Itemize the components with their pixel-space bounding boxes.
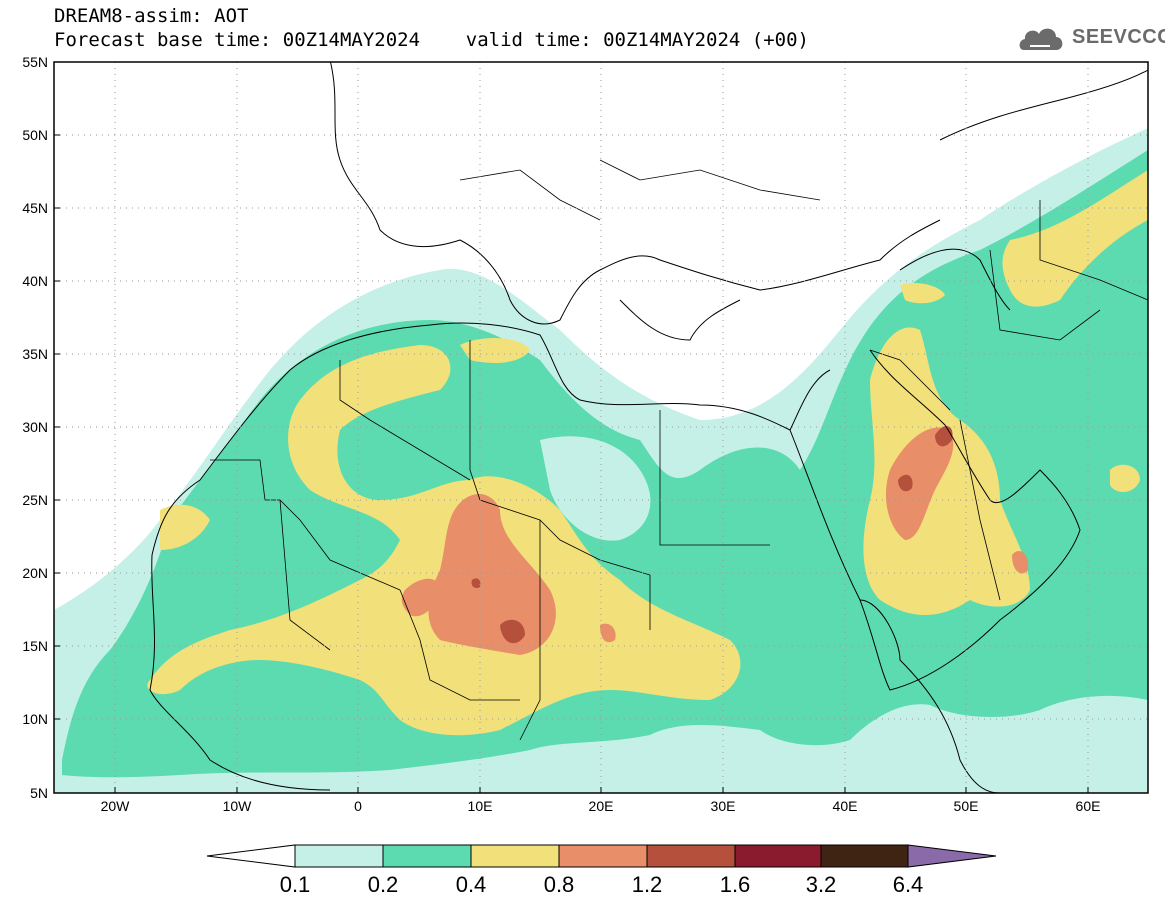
lon-label: 30E: [711, 798, 736, 814]
longitude-labels: 20W 10W 0 10E 20E 30E 40E 50E 60E: [101, 798, 1101, 814]
country-borders: [210, 159, 1148, 741]
colorbar-label: 1.2: [632, 872, 663, 897]
lat-label: 55N: [22, 54, 48, 70]
lat-label: 30N: [22, 419, 48, 435]
lat-label: 45N: [22, 200, 48, 216]
colorbar-label: 0.1: [280, 872, 311, 897]
colorbar-swatch: [470, 844, 560, 868]
lon-label: 10E: [468, 798, 493, 814]
lat-label: 10N: [22, 711, 48, 727]
latitude-labels: 55N 50N 45N 40N 35N 30N 25N 20N 15N 10N …: [22, 54, 48, 801]
lat-label: 40N: [22, 273, 48, 289]
aot-field: [54, 128, 1148, 793]
colorbar-label: 0.2: [368, 872, 399, 897]
colorbar-swatch: [820, 844, 909, 868]
graticule: [54, 62, 1148, 793]
aot-level-1-2: [471, 425, 953, 644]
colorbar-low-arrow: [206, 844, 296, 868]
colorbar-label: 6.4: [893, 872, 924, 897]
lat-label: 25N: [22, 492, 48, 508]
colorbar-swatch: [294, 844, 384, 868]
coastlines: [149, 62, 1148, 793]
colorbar-labels: 0.1 0.2 0.4 0.8 1.2 1.6 3.2 6.4: [280, 872, 924, 897]
colorbar-high-arrow: [907, 844, 997, 868]
lat-label: 20N: [22, 565, 48, 581]
colorbar-swatch: [382, 844, 472, 868]
lon-label: 10W: [223, 798, 253, 814]
lat-label: 50N: [22, 127, 48, 143]
aot-level-0-4: [147, 170, 1148, 736]
axis-ticks: [54, 61, 1089, 794]
aot-level-0-8: [401, 427, 1029, 655]
forecast-time-subtitle: Forecast base time: 00Z14MAY2024 valid t…: [54, 29, 809, 51]
lon-label: 20E: [589, 798, 614, 814]
lat-label: 15N: [22, 638, 48, 654]
map-title: DREAM8-assim: AOT: [54, 5, 249, 27]
lat-label: 35N: [22, 346, 48, 362]
colorbar-swatch: [558, 844, 648, 868]
lon-label: 50E: [954, 798, 979, 814]
colorbar-label: 0.8: [544, 872, 575, 897]
colorbar-label: 1.6: [720, 872, 751, 897]
colorbar-label: 0.4: [456, 872, 487, 897]
colorbar-swatch: [734, 844, 822, 868]
lon-label: 20W: [101, 798, 131, 814]
lon-label: 40E: [833, 798, 858, 814]
cloud-icon: [1019, 28, 1063, 50]
lon-label: 0: [354, 798, 362, 814]
lon-label: 60E: [1076, 798, 1101, 814]
lat-label: 5N: [30, 785, 48, 801]
colorbar: [206, 844, 997, 868]
colorbar-swatch: [646, 844, 736, 868]
seevccc-logo: SEEVCCC: [1072, 26, 1165, 48]
colorbar-label: 3.2: [806, 872, 837, 897]
